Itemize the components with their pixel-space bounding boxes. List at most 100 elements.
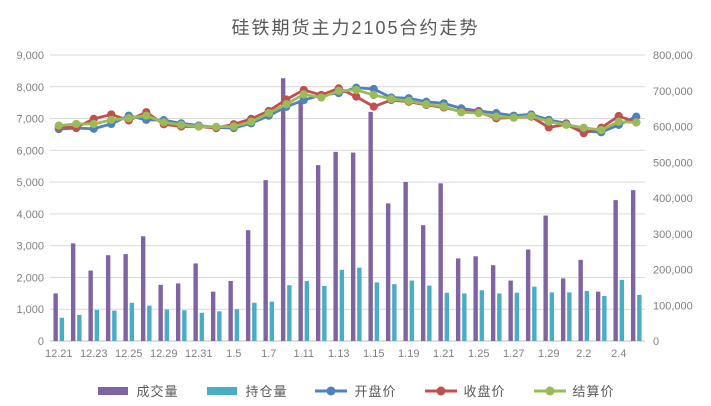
settlement-price-line <box>54 85 641 135</box>
left-axis-ticks: 0 1,000 2,000 3,000 4,000 5,000 6,000 7,000 8,00… <box>16 50 44 348</box>
right-axis-tick-label: 800,000 <box>653 50 693 62</box>
open-interest-bar <box>602 295 607 341</box>
open-price-line-marker <box>632 112 641 121</box>
open-interest-bar <box>199 312 205 341</box>
volume-bar <box>228 280 233 341</box>
legend: 成交量 持仓量 开盘价 收盘价 结算价 <box>0 381 711 400</box>
volume-bar <box>105 255 111 341</box>
settlement-price-line-marker <box>457 108 466 117</box>
settlement-price-line-marker <box>177 120 186 130</box>
settlement-price-line-marker <box>299 90 308 99</box>
volume-bar <box>193 263 198 341</box>
close-price-line-marker <box>352 92 361 101</box>
legend-line-swatch <box>315 386 348 395</box>
settlement-price-line-marker <box>107 115 116 124</box>
settlement-price-line-marker <box>404 96 413 106</box>
open-interest-bar <box>637 294 642 341</box>
volume-bar <box>280 78 286 342</box>
x-axis-tick-label: 1.25 <box>468 348 489 360</box>
volume-bar <box>560 278 566 341</box>
volume-bar <box>123 254 128 341</box>
settlement-price-line-marker <box>387 94 396 104</box>
settlement-price-line-marker <box>527 111 536 121</box>
volume-bar <box>455 258 461 341</box>
open-interest-bar <box>409 280 415 341</box>
open-interest-bar <box>339 269 345 341</box>
x-axis-tick-label: 12.29 <box>150 348 178 360</box>
settlement-price-line-marker <box>474 109 483 118</box>
settlement-price-line-marker <box>614 117 623 126</box>
volume-bar <box>420 225 426 341</box>
volume-bar <box>613 200 618 341</box>
volume-bar <box>595 291 601 341</box>
open-interest-bar <box>619 279 625 341</box>
x-axis-tick-label: 2.4 <box>611 348 626 360</box>
close-price-line-marker <box>544 123 553 132</box>
settlement-price-line-marker <box>597 125 606 135</box>
open-interest-bar <box>112 310 117 341</box>
open-interest-bar <box>129 302 135 341</box>
left-axis-tick-label: 7,000 <box>16 114 44 126</box>
legend-label: 持仓量 <box>245 384 288 399</box>
volume-bar <box>88 270 93 341</box>
left-axis-tick-label: 0 <box>38 336 44 348</box>
left-axis-tick-label: 4,000 <box>16 209 44 221</box>
right-axis-ticks: 0 100,000 200,000 300,000 400,000 500,000 600,… <box>653 50 693 348</box>
legend-bar-swatch <box>98 386 129 395</box>
x-axis-tick-label: 1.5 <box>226 348 241 360</box>
left-axis-tick-label: 5,000 <box>16 177 44 189</box>
volume-bar <box>438 183 443 341</box>
open-interest-bar <box>147 305 152 341</box>
settlement-price-line-marker <box>229 122 238 131</box>
open-interest-bar <box>94 309 100 341</box>
open-interest-bar <box>497 293 502 341</box>
volume-bar <box>490 265 496 341</box>
open-interest-bar <box>584 290 590 341</box>
volume-bar <box>210 291 216 341</box>
volume-bar <box>263 180 268 341</box>
volume-bar <box>175 283 181 341</box>
settlement-price-line-marker <box>247 117 256 126</box>
legend-volume: 成交量 <box>96 381 178 400</box>
close-price-line-marker <box>369 102 378 111</box>
left-axis-tick-label: 8,000 <box>16 82 44 94</box>
right-axis-tick-label: 0 <box>653 336 659 348</box>
volume-bar <box>473 256 478 341</box>
settlement-price-line-marker <box>334 86 343 96</box>
legend-label: 成交量 <box>136 384 179 399</box>
x-axis-tick-label: 1.15 <box>363 348 384 360</box>
open-interest-bar <box>322 285 327 341</box>
x-axis-tick-label: 1.21 <box>433 348 454 360</box>
open-interest-bar <box>427 285 432 341</box>
x-axis-tick-label: 1.27 <box>503 348 524 360</box>
settlement-price-line-marker <box>352 85 361 95</box>
volume-bar <box>385 203 391 341</box>
legend-line-swatch <box>424 386 457 395</box>
right-axis-tick-label: 100,000 <box>653 300 693 312</box>
left-axis-tick-label: 2,000 <box>16 272 44 284</box>
open-interest-bar <box>392 284 397 341</box>
volume-bar <box>140 236 146 341</box>
volume-bar <box>245 230 251 341</box>
chart-title: 硅铁期货主力2105合约走势 <box>231 18 480 38</box>
volume-bar <box>70 243 76 341</box>
volume-bar <box>368 111 373 341</box>
settlement-price-line-marker <box>422 100 431 109</box>
right-axis-tick-label: 600,000 <box>653 122 693 134</box>
volume-bars <box>53 78 636 342</box>
open-interest-bar <box>462 293 467 341</box>
x-axis-tick-label: 1.11 <box>293 348 314 360</box>
open-price-line-marker <box>369 84 378 94</box>
open-price-line-marker <box>299 96 308 105</box>
open-interest-bar <box>549 292 555 341</box>
settlement-price-line-marker <box>369 90 378 100</box>
volume-bar <box>158 284 163 341</box>
open-interest-bar <box>287 285 292 341</box>
open-interest-bar <box>252 302 257 341</box>
x-axis-tick-label: 2.2 <box>576 348 591 360</box>
x-axis-tick-label: 12.21 <box>45 348 73 360</box>
x-axis-tick-label: 1.29 <box>538 348 559 360</box>
open-interest-bar <box>269 301 275 341</box>
legend-bar-swatch <box>207 386 238 395</box>
